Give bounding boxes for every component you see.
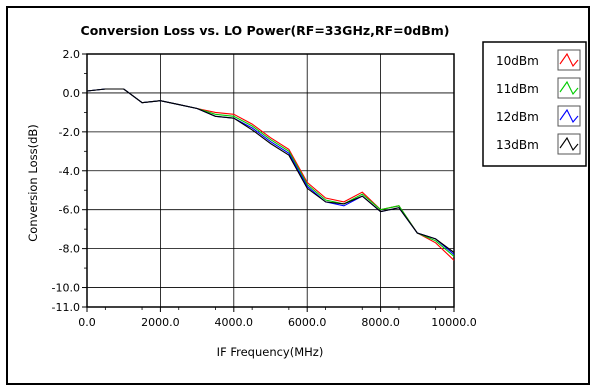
y-tick-label: -8.0 [59,243,80,256]
y-tick-label: 2.0 [63,48,81,61]
y-tick-label: -10.0 [52,282,80,295]
legend-swatch-12dBm [557,105,581,127]
legend-swatch-13dBm [557,133,581,155]
x-tick-label: 0.0 [78,316,96,329]
y-tick-label: -11.0 [52,301,80,314]
x-tick-label: 2000.0 [141,316,180,329]
x-tick-label: 8000.0 [361,316,400,329]
y-tick-label: 0.0 [63,87,81,100]
legend-label-13dBm: 13dBm [496,138,539,152]
y-axis-label: Conversion Loss(dB) [26,124,40,242]
legend: 10dBm 11dBm 12dBm 13dBm [482,41,587,167]
legend-label-12dBm: 12dBm [496,110,539,124]
plot-area [86,53,455,308]
series-line-10dBm [86,88,455,261]
series-lines [86,88,455,261]
legend-label-10dBm: 10dBm [496,54,539,68]
legend-swatch-11dBm [557,77,581,99]
series-line-12dBm [86,88,455,255]
legend-line-12dBm [559,108,579,123]
x-axis-label: IF Frequency(MHz) [217,345,324,359]
line-chart: Conversion Loss vs. LO Power(RF=33GHz,RF… [26,23,587,359]
x-tick-label: 6000.0 [288,316,327,329]
series-line-13dBm [86,88,455,253]
x-tick-label: 4000.0 [215,316,254,329]
chart-title: Conversion Loss vs. LO Power(RF=33GHz,RF… [81,23,450,38]
series-line-11dBm [86,88,455,257]
legend-swatch-10dBm [557,49,581,71]
x-tick-label: 10000.0 [431,316,477,329]
legend-line-11dBm [559,80,579,95]
legend-label-11dBm: 11dBm [496,82,539,96]
axis-ticks: 0.0 2000.0 4000.0 6000.0 8000.0 10000.0 2.0 0.0… [52,48,477,329]
legend-line-13dBm [559,136,579,151]
y-tick-label: -2.0 [59,126,80,139]
y-tick-label: -4.0 [59,165,80,178]
grid [87,54,454,307]
legend-line-10dBm [559,52,579,67]
y-tick-label: -6.0 [59,204,80,217]
chart-frame: Conversion Loss vs. LO Power(RF=33GHz,RF… [6,6,590,385]
